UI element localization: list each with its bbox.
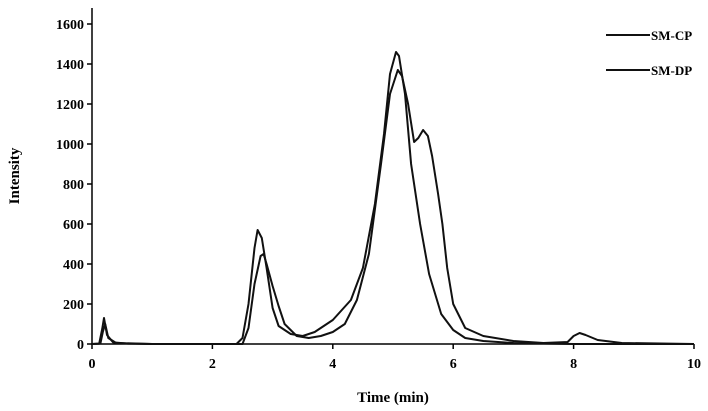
series-line-sm-cp xyxy=(91,51,694,345)
y-tick-label: 1200 xyxy=(56,98,84,113)
x-tick-label: 2 xyxy=(209,357,216,372)
legend-label-sm-cp: SM-CP xyxy=(651,28,692,43)
series-group xyxy=(91,51,695,345)
x-tick-label: 4 xyxy=(329,357,336,372)
y-tick-label: 200 xyxy=(63,298,84,313)
x-tick-label: 6 xyxy=(450,357,457,372)
y-tick-label: 800 xyxy=(63,178,84,193)
x-axis-title: Time (min) xyxy=(357,390,429,406)
y-axis-title: Intensity xyxy=(7,147,23,204)
y-tick-label: 1600 xyxy=(56,18,84,33)
series-line-sm-dp xyxy=(91,69,695,345)
y-tick-label: 1000 xyxy=(56,138,84,153)
y-tick-label: 0 xyxy=(77,338,84,353)
legend-label-sm-dp: SM-DP xyxy=(651,63,692,78)
x-tick-label: 10 xyxy=(687,357,701,372)
x-tick-label: 8 xyxy=(570,357,577,372)
y-tick-label: 400 xyxy=(63,258,84,273)
y-tick-label: 1400 xyxy=(56,58,84,73)
x-axis: 0 2 4 6 8 10 xyxy=(89,343,701,372)
y-tick-label: 600 xyxy=(63,218,84,233)
legend: SM-CP SM-DP xyxy=(606,28,692,78)
x-tick-label: 0 xyxy=(89,357,96,372)
y-axis: 0 200 400 600 800 1000 1200 1400 1600 xyxy=(56,8,93,353)
